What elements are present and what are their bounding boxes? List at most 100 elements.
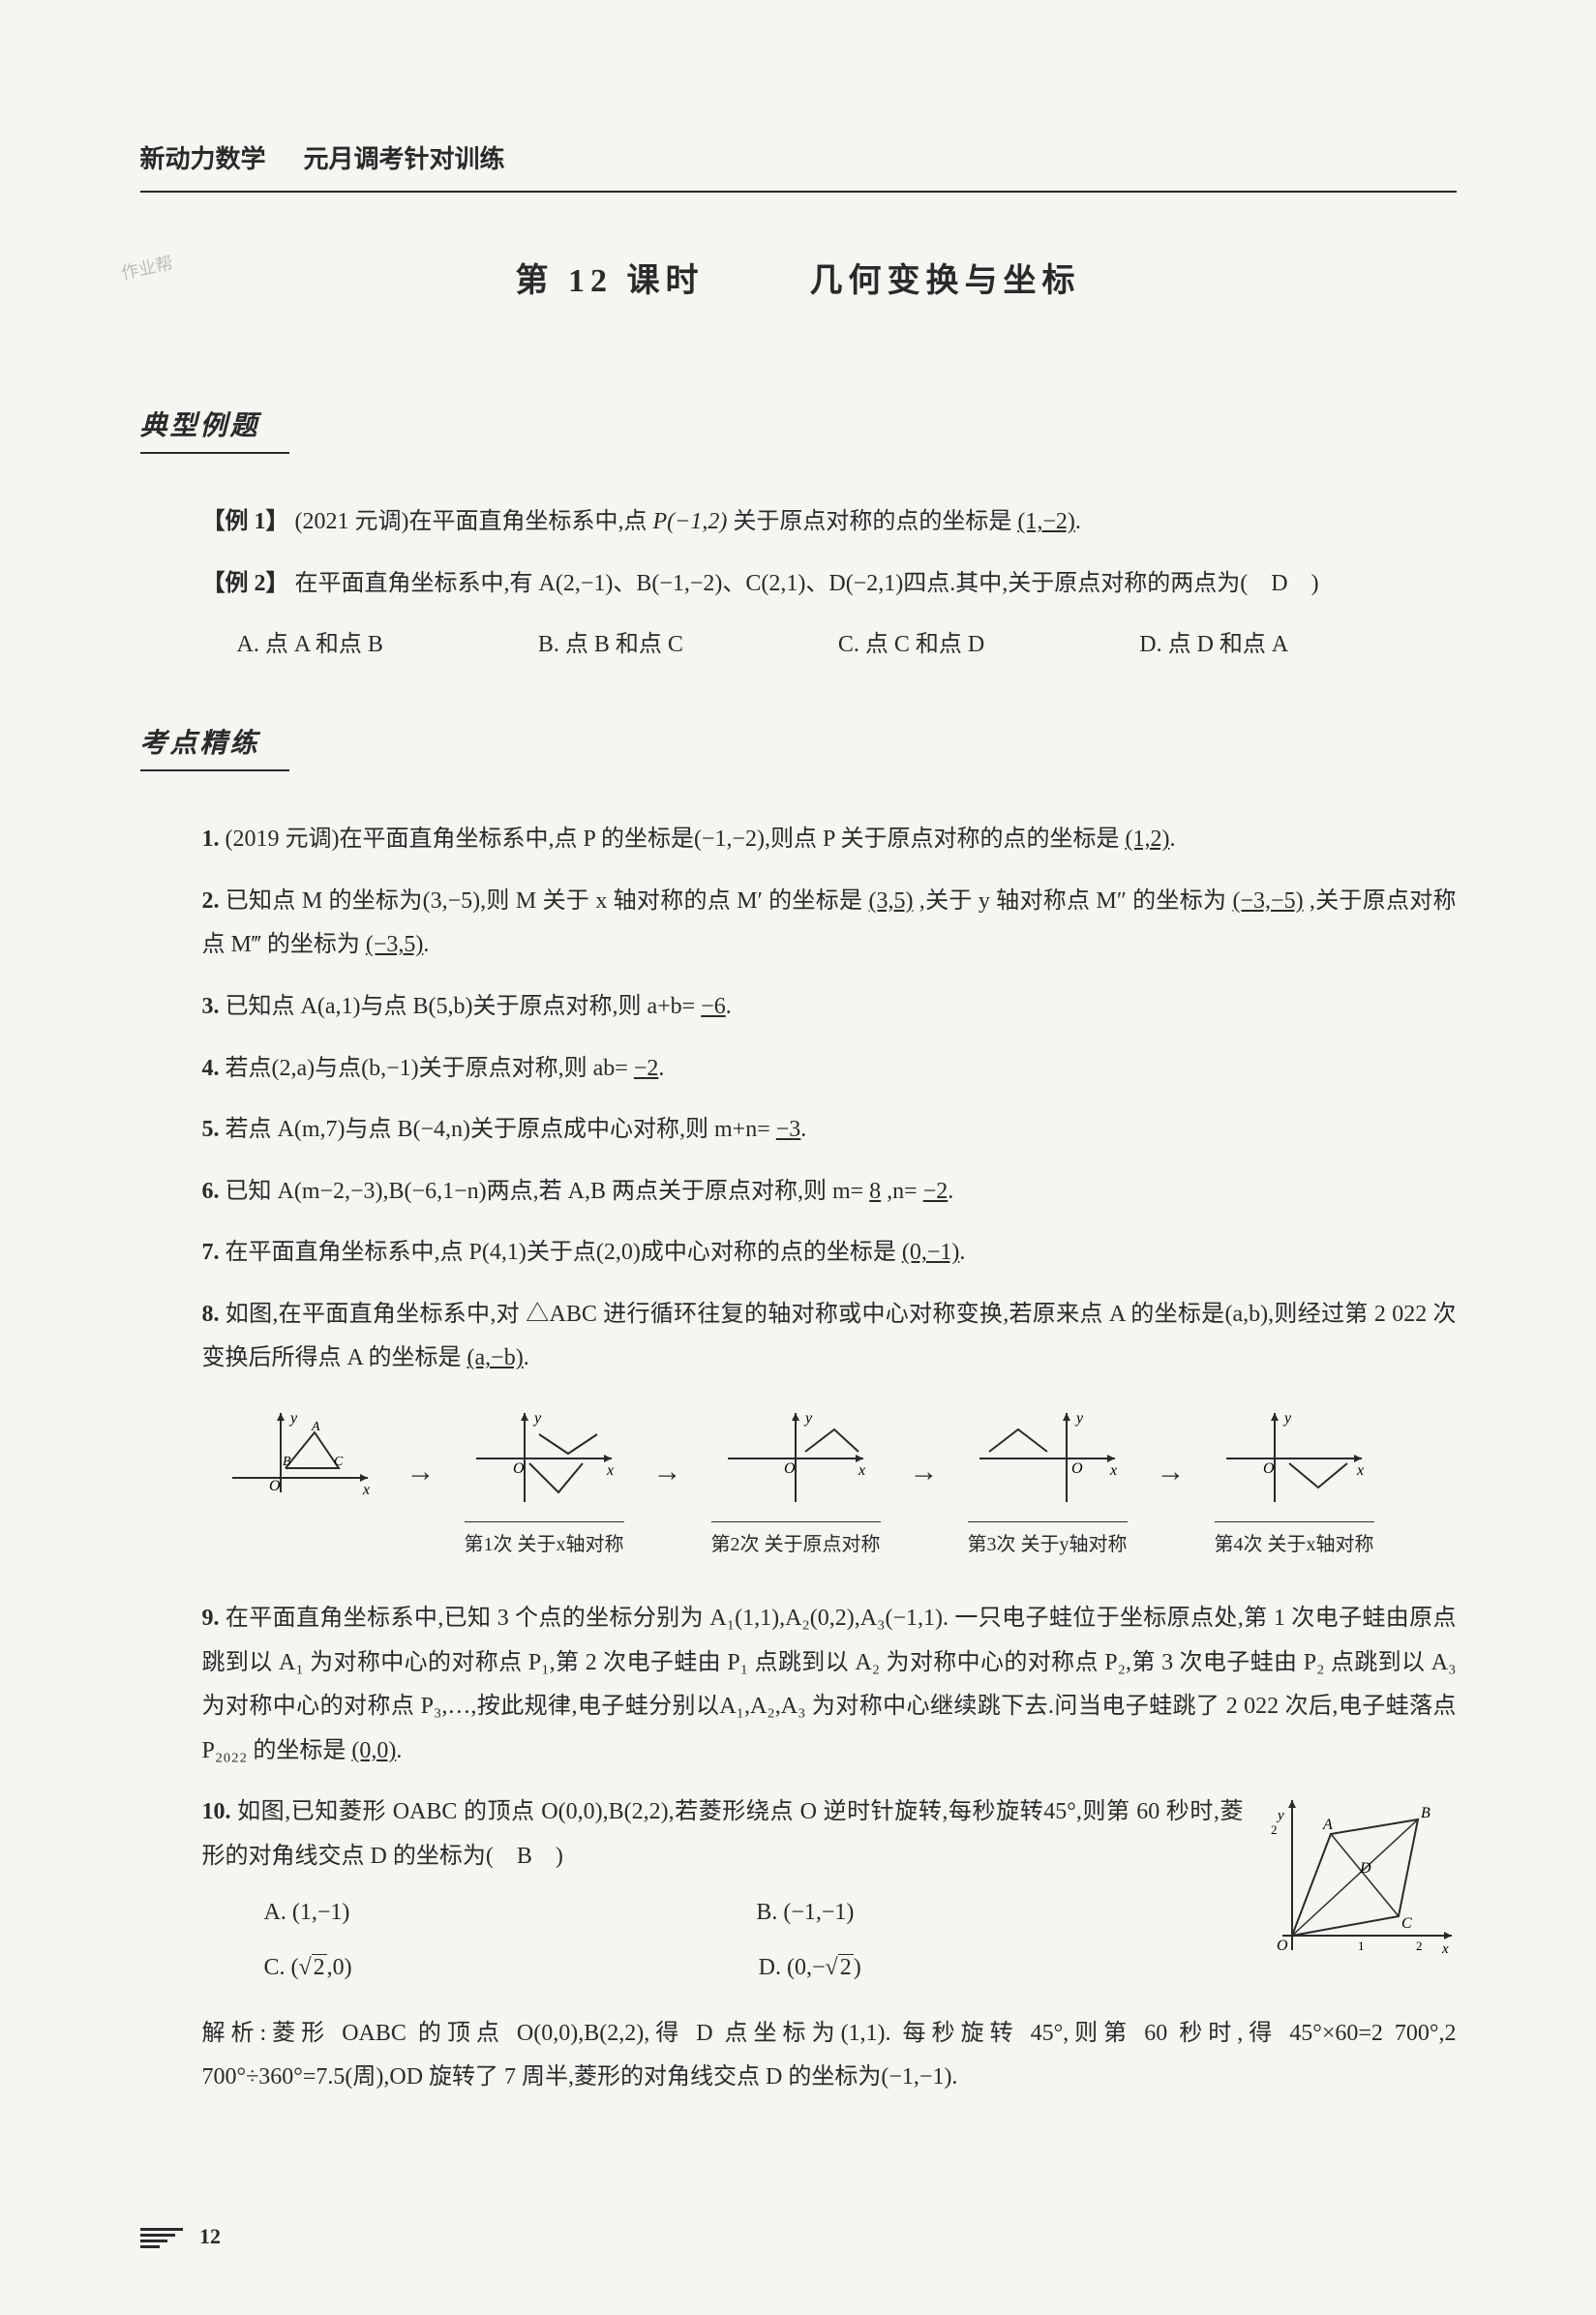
svg-text:O: O bbox=[1071, 1460, 1083, 1477]
q10-optd-sqrt: 2 bbox=[838, 1954, 854, 1980]
example-1-point: P(−1,2) bbox=[652, 509, 727, 534]
axes-icon: O x y bbox=[1217, 1405, 1371, 1512]
q2-ans2: (−3,−5) bbox=[1233, 888, 1304, 914]
q10-solution: 解析:菱形 OABC 的顶点 O(0,0),B(2,2),得 D 点坐标为(1,… bbox=[202, 2012, 1457, 2100]
example-2-label: 【例 2】 bbox=[202, 571, 289, 596]
q8-axes-4: O x y 第3次 关于y轴对称 bbox=[968, 1405, 1128, 1563]
q1-num: 1. bbox=[202, 827, 220, 852]
arrow-icon: → bbox=[653, 1405, 682, 1499]
q7-num: 7. bbox=[202, 1240, 220, 1265]
q9-answer: (0,0) bbox=[351, 1738, 396, 1763]
q10-optd-pre: D. (0,− bbox=[759, 1955, 826, 1980]
example-1-label: 【例 1】 bbox=[202, 509, 289, 534]
q9-num: 9. bbox=[202, 1606, 220, 1631]
svg-text:y: y bbox=[288, 1410, 298, 1427]
section-examples-header: 典型例题 bbox=[140, 401, 289, 454]
q3-answer: −6 bbox=[701, 994, 726, 1019]
ex2-option-d: D. 点 D 和点 A bbox=[1139, 623, 1288, 668]
lesson-number: 第 12 课时 bbox=[516, 263, 705, 299]
svg-text:y: y bbox=[1282, 1410, 1292, 1427]
svg-text:B: B bbox=[1421, 1805, 1430, 1821]
example-2-options: A. 点 A 和点 B B. 点 B 和点 C C. 点 C 和点 D D. 点… bbox=[237, 623, 1457, 668]
q8-num: 8. bbox=[202, 1302, 220, 1327]
q10-optc-pre: C. ( bbox=[264, 1955, 299, 1980]
q2-ans3: (−3,5) bbox=[366, 932, 424, 957]
q6-ans1: 8 bbox=[869, 1179, 881, 1204]
q5-text: 若点 A(m,7)与点 B(−4,n)关于原点成中心对称,则 m+n= bbox=[226, 1117, 770, 1142]
svg-text:x: x bbox=[1356, 1462, 1364, 1479]
q2-ans1: (3,5) bbox=[869, 888, 914, 914]
q8-axes-2: O x y 第1次 关于x轴对称 bbox=[465, 1405, 624, 1563]
q8-axes-5: O x y 第4次 关于x轴对称 bbox=[1215, 1405, 1374, 1563]
q10-optc-sqrt: 2 bbox=[312, 1954, 327, 1980]
svg-text:O: O bbox=[1277, 1938, 1288, 1954]
question-7: 7. 在平面直角坐标系中,点 P(4,1)关于点(2,0)成中心对称的点的坐标是… bbox=[140, 1231, 1457, 1276]
arrow-icon: → bbox=[910, 1405, 939, 1499]
question-6: 6. 已知 A(m−2,−3),B(−6,1−n)两点,若 A,B 两点关于原点… bbox=[140, 1170, 1457, 1215]
example-2-text: 在平面直角坐标系中,有 A(2,−1)、B(−1,−2)、C(2,1)、D(−2… bbox=[295, 571, 1319, 596]
question-8: 8. 如图,在平面直角坐标系中,对 △ABC 进行循环往复的轴对称或中心对称变换… bbox=[140, 1293, 1457, 1381]
example-2: 【例 2】 在平面直角坐标系中,有 A(2,−1)、B(−1,−2)、C(2,1… bbox=[202, 562, 1457, 607]
arrow-icon: → bbox=[407, 1405, 436, 1499]
svg-text:x: x bbox=[362, 1482, 370, 1498]
q5-answer: −3 bbox=[776, 1117, 801, 1142]
q3-text: 已知点 A(a,1)与点 B(5,b)关于原点对称,则 a+b= bbox=[226, 994, 696, 1019]
lesson-topic: 几何变换与坐标 bbox=[810, 263, 1081, 299]
arrow-icon: → bbox=[1157, 1405, 1186, 1499]
svg-text:C: C bbox=[334, 1455, 344, 1469]
lesson-title: 第 12 课时 几何变换与坐标 bbox=[140, 251, 1457, 314]
q10-num: 10. bbox=[202, 1799, 231, 1824]
q6-text-b: ,n= bbox=[887, 1179, 918, 1204]
q4-num: 4. bbox=[202, 1056, 220, 1081]
q1-answer: (1,2) bbox=[1125, 827, 1169, 852]
example-1-text-a: (2021 元调)在平面直角坐标系中,点 bbox=[295, 509, 653, 534]
q8-label-2: 第2次 关于原点对称 bbox=[711, 1521, 881, 1563]
svg-text:x: x bbox=[606, 1462, 614, 1479]
q8-text: 如图,在平面直角坐标系中,对 △ABC 进行循环往复的轴对称或中心对称变换,若原… bbox=[202, 1302, 1457, 1371]
book-name: 新动力数学 bbox=[140, 145, 266, 173]
ex2-option-c: C. 点 C 和点 D bbox=[838, 623, 984, 668]
svg-text:x: x bbox=[858, 1462, 865, 1479]
q10-option-b: B. (−1,−1) bbox=[756, 1891, 854, 1936]
svg-text:O: O bbox=[1263, 1460, 1275, 1477]
running-header: 新动力数学 元月调考针对训练 bbox=[140, 135, 1457, 193]
svg-text:O: O bbox=[269, 1478, 281, 1494]
q8-label-4: 第4次 关于x轴对称 bbox=[1215, 1521, 1374, 1563]
q8-label-1: 第1次 关于x轴对称 bbox=[465, 1521, 624, 1563]
ex2-option-b: B. 点 B 和点 C bbox=[538, 623, 683, 668]
svg-text:O: O bbox=[784, 1460, 796, 1477]
example-1-text-b: 关于原点对称的点的坐标是 bbox=[733, 509, 1011, 534]
svg-text:y: y bbox=[1074, 1410, 1084, 1427]
question-9: 9. 在平面直角坐标系中,已知 3 个点的坐标分别为 A₁(1,1),A₂(0,… bbox=[140, 1597, 1457, 1773]
q7-text: 在平面直角坐标系中,点 P(4,1)关于点(2,0)成中心对称的点的坐标是 bbox=[226, 1240, 896, 1265]
svg-text:1: 1 bbox=[1358, 1939, 1365, 1953]
svg-text:y: y bbox=[532, 1410, 542, 1427]
question-10: 10. 如图,已知菱形 OABC 的顶点 O(0,0),B(2,2),若菱形绕点… bbox=[140, 1790, 1457, 2100]
question-4: 4. 若点(2,a)与点(b,−1)关于原点对称,则 ab= −2. bbox=[140, 1047, 1457, 1092]
q10-optd-post: ) bbox=[854, 1955, 861, 1980]
q8-axes-1: O x y A B C bbox=[223, 1405, 377, 1512]
q10-option-a: A. (1,−1) bbox=[264, 1891, 350, 1936]
section-practice-header: 考点精练 bbox=[140, 718, 289, 771]
page-container: 新动力数学 元月调考针对训练 第 12 课时 几何变换与坐标 作业帮 典型例题 … bbox=[82, 0, 1515, 2315]
q6-ans2: −2 bbox=[923, 1179, 949, 1204]
q7-answer: (0,−1) bbox=[902, 1240, 960, 1265]
question-2: 2. 已知点 M 的坐标为(3,−5),则 M 关于 x 轴对称的点 M′ 的坐… bbox=[140, 880, 1457, 968]
q10-option-c: C. (√2,0) bbox=[264, 1946, 352, 1991]
q8-label-3: 第3次 关于y轴对称 bbox=[968, 1521, 1128, 1563]
svg-text:y: y bbox=[1276, 1808, 1284, 1823]
question-3: 3. 已知点 A(a,1)与点 B(5,b)关于原点对称,则 a+b= −6. bbox=[140, 985, 1457, 1030]
rhombus-icon: O A B C D y 2 x 1 2 bbox=[1263, 1790, 1457, 1965]
svg-text:D: D bbox=[1359, 1860, 1371, 1877]
page-number: 12 bbox=[140, 2216, 1457, 2257]
q2-text-b: ,关于 y 轴对称点 M″ 的坐标为 bbox=[919, 888, 1226, 914]
page-decoration-icon bbox=[140, 2225, 183, 2251]
example-1: 【例 1】 (2021 元调)在平面直角坐标系中,点 P(−1,2) 关于原点对… bbox=[202, 500, 1457, 545]
axes-icon: O x y bbox=[970, 1405, 1125, 1512]
q6-text-a: 已知 A(m−2,−3),B(−6,1−n)两点,若 A,B 两点关于原点对称,… bbox=[226, 1179, 864, 1204]
q3-num: 3. bbox=[202, 994, 220, 1019]
question-1: 1. (2019 元调)在平面直角坐标系中,点 P 的坐标是(−1,−2),则点… bbox=[140, 818, 1457, 862]
question-5: 5. 若点 A(m,7)与点 B(−4,n)关于原点成中心对称,则 m+n= −… bbox=[140, 1108, 1457, 1153]
q10-optc-post: ,0) bbox=[327, 1955, 352, 1980]
q6-num: 6. bbox=[202, 1179, 220, 1204]
